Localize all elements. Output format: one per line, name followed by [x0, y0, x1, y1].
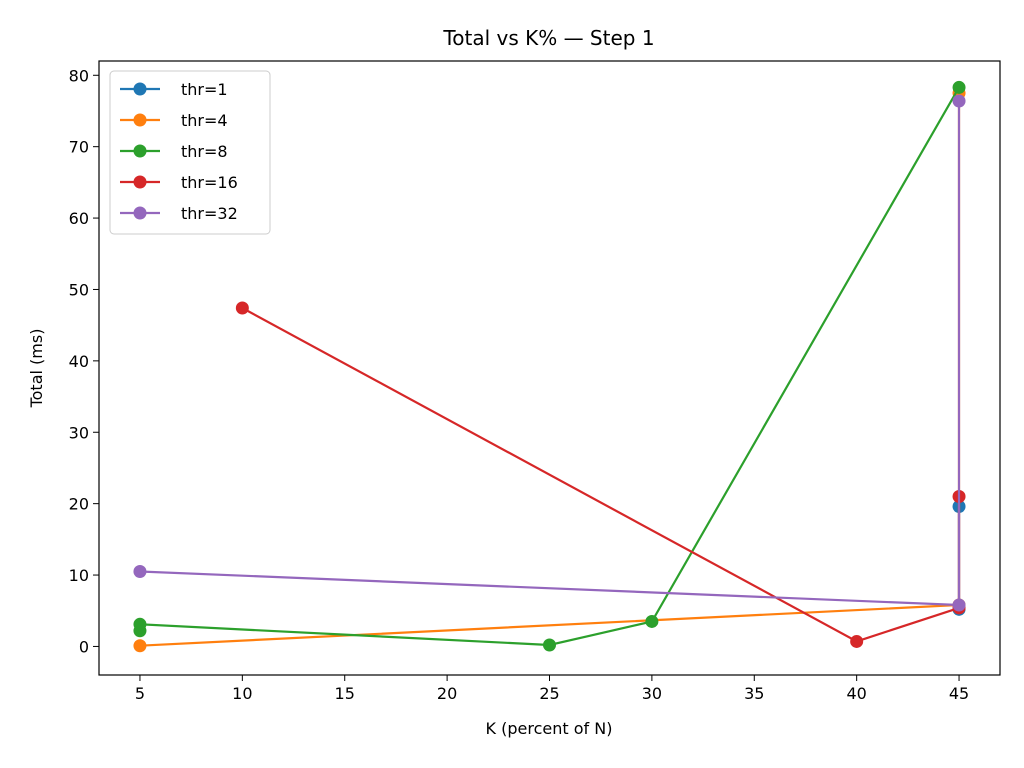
- data-point: [850, 634, 864, 648]
- chart-title: Total vs K% — Step 1: [442, 26, 654, 50]
- series-thr-32: [133, 94, 966, 612]
- data-point: [543, 638, 556, 652]
- legend-label: thr=1: [181, 80, 228, 99]
- legend-label: thr=8: [181, 142, 228, 161]
- y-tick-label: 70: [69, 138, 89, 157]
- x-tick-label: 20: [437, 684, 457, 703]
- x-tick-label: 35: [744, 684, 764, 703]
- y-tick-label: 50: [69, 280, 89, 299]
- y-tick-label: 0: [79, 637, 89, 656]
- legend-frame: [109, 70, 271, 235]
- y-tick-label: 10: [69, 566, 89, 585]
- x-axis: 5 10 15 20 25 30 35 40 45: [135, 675, 969, 703]
- y-tick-label: 20: [69, 495, 89, 514]
- y-tick-label: 80: [69, 66, 89, 85]
- x-axis-label: K (percent of N): [486, 719, 613, 738]
- x-tick-label: 30: [642, 684, 662, 703]
- x-tick-label: 10: [232, 684, 252, 703]
- x-tick-label: 45: [949, 684, 969, 703]
- data-point: [235, 301, 249, 315]
- data-point: [952, 80, 966, 94]
- legend-swatch-marker: [133, 206, 147, 220]
- legend-label: thr=4: [181, 111, 228, 130]
- legend-label: thr=16: [181, 173, 238, 192]
- x-tick-label: 40: [846, 684, 866, 703]
- data-point: [645, 614, 659, 628]
- x-tick-label: 15: [335, 684, 355, 703]
- legend-item: thr=8: [120, 142, 228, 161]
- series-thr-8: [133, 80, 966, 652]
- legend-swatch-marker: [133, 113, 147, 127]
- data-point: [133, 617, 147, 631]
- y-tick-label: 60: [69, 209, 89, 228]
- legend: thr=1 thr=4 thr=8 thr=16 thr=32: [109, 70, 271, 235]
- data-point: [952, 598, 966, 612]
- data-point: [133, 639, 147, 653]
- series-thr-16: [235, 301, 966, 648]
- data-point: [133, 564, 147, 578]
- y-tick-label: 30: [69, 423, 89, 442]
- data-point: [952, 94, 966, 108]
- legend-swatch-marker: [133, 175, 147, 189]
- legend-item: thr=16: [120, 173, 238, 192]
- legend-label: thr=32: [181, 204, 238, 223]
- legend-item: thr=1: [120, 80, 228, 99]
- legend-swatch-marker: [133, 144, 147, 158]
- y-axis: 0 10 20 30 40 50 60 70 80: [69, 66, 99, 656]
- x-tick-label: 25: [539, 684, 559, 703]
- legend-swatch-marker: [133, 82, 147, 96]
- legend-item: thr=32: [120, 204, 238, 223]
- y-axis-label: Total (ms): [27, 329, 46, 409]
- legend-item: thr=4: [120, 111, 228, 130]
- x-tick-label: 5: [135, 684, 145, 703]
- y-tick-label: 40: [69, 352, 89, 371]
- plot-area: [133, 80, 966, 653]
